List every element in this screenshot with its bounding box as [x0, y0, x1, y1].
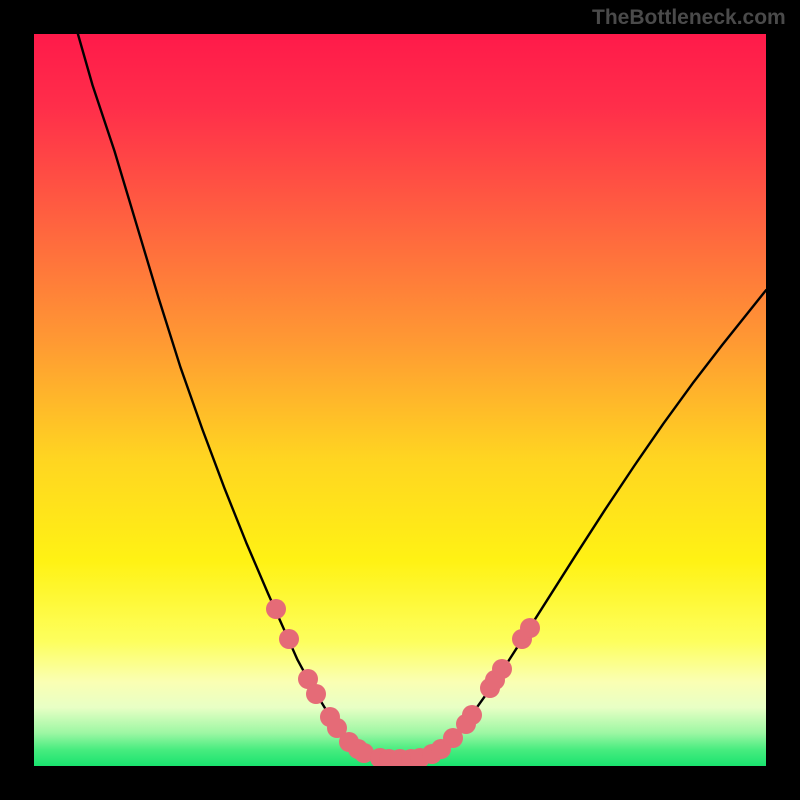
curve-svg — [34, 34, 766, 766]
bottleneck-curve — [78, 34, 766, 765]
plot-area — [34, 34, 766, 766]
scatter-dot — [306, 684, 326, 704]
scatter-dot — [462, 705, 482, 725]
scatter-dot — [520, 618, 540, 638]
scatter-dot — [492, 659, 512, 679]
scatter-dot — [279, 629, 299, 649]
scatter-dot — [266, 599, 286, 619]
attribution-text: TheBottleneck.com — [592, 6, 786, 30]
